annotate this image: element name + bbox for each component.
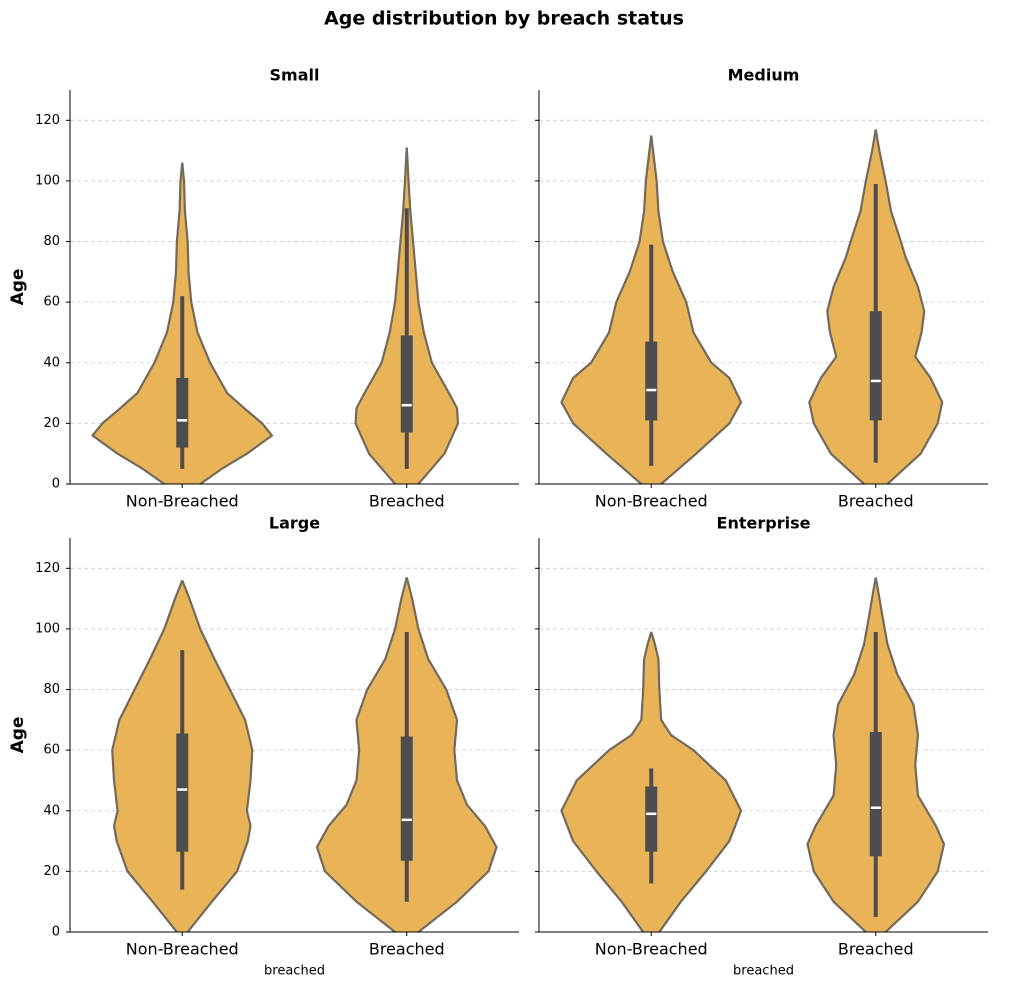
y-tick-label: 20 — [43, 416, 60, 431]
violin-outline — [808, 129, 877, 484]
panel: Large 0 20 40 60 80 100 120 Age breached Non-Breac… — [8, 514, 519, 979]
y-tick-label: 20 — [43, 864, 60, 879]
violin-body — [181, 580, 253, 932]
violin-outline — [560, 631, 653, 932]
x-tick-label: Breached — [369, 492, 445, 511]
plot-area — [560, 129, 944, 484]
x-tick-label: Non-Breached — [595, 940, 708, 959]
violin-outline — [354, 147, 408, 484]
iqr-box — [400, 335, 413, 433]
x-tick-label: Breached — [838, 492, 914, 511]
violin-body — [111, 580, 183, 932]
panel: Enterprise breached Non-Breached Breached — [535, 514, 988, 979]
y-axis-label: Age — [8, 717, 28, 754]
violin-outline — [405, 577, 498, 932]
iqr-box — [645, 341, 658, 421]
violin-body — [355, 147, 408, 484]
violin-outline — [650, 631, 743, 932]
y-axis-label: Age — [8, 269, 28, 306]
panel-title: Enterprise — [717, 514, 811, 533]
violin-outline — [405, 147, 460, 484]
violin-outline — [181, 162, 274, 484]
violin-body — [406, 147, 459, 484]
y-tick-label: 120 — [35, 113, 60, 128]
x-axis-label: breached — [264, 964, 325, 979]
iqr-box — [869, 311, 882, 421]
figure-title: Age distribution by breach status — [324, 8, 684, 30]
violin-outline — [650, 135, 743, 484]
violin-outline — [874, 577, 946, 932]
panel-title: Small — [270, 66, 320, 85]
violin-outline — [315, 577, 408, 932]
iqr-box — [400, 736, 413, 861]
violin-outline — [111, 580, 184, 932]
y-tick-label: 60 — [43, 743, 60, 758]
iqr-box — [869, 731, 882, 857]
y-tick-label: 80 — [43, 234, 60, 249]
violin-body — [561, 135, 652, 484]
x-tick-label: Non-Breached — [595, 492, 708, 511]
y-tick-label: 40 — [43, 355, 60, 370]
y-tick-label: 40 — [43, 803, 60, 818]
violin-body — [650, 631, 742, 932]
violin-outline — [91, 162, 184, 484]
plot-area — [111, 577, 498, 932]
violin-body — [650, 135, 742, 484]
y-tick-label: 120 — [35, 561, 60, 576]
violin-outline — [181, 580, 254, 932]
x-axis-label: breached — [733, 964, 794, 979]
iqr-box — [176, 377, 189, 448]
violin-body — [561, 631, 652, 932]
x-tick-label: Non-Breached — [126, 940, 239, 959]
x-tick-label: Breached — [369, 940, 445, 959]
x-tick-label: Non-Breached — [126, 492, 239, 511]
y-tick-label: 60 — [43, 295, 60, 310]
y-tick-label: 0 — [52, 925, 60, 940]
x-tick-label: Breached — [838, 940, 914, 959]
violin-outline — [560, 135, 653, 484]
violin-outline — [874, 129, 944, 484]
y-tick-label: 0 — [52, 477, 60, 492]
panel-title: Large — [269, 514, 320, 533]
panel: Small 0 20 40 60 80 100 120 Age Non-Breached Breac… — [8, 66, 519, 511]
y-tick-label: 100 — [35, 621, 60, 636]
iqr-box — [176, 733, 189, 852]
plot-area — [91, 147, 460, 484]
violin-outline — [806, 577, 877, 932]
panel: Medium Non-Breached Breached — [535, 66, 988, 511]
panel-title: Medium — [728, 66, 800, 85]
iqr-box — [645, 786, 658, 852]
y-tick-label: 80 — [43, 682, 60, 697]
y-tick-label: 100 — [35, 173, 60, 188]
plot-area — [560, 577, 946, 932]
